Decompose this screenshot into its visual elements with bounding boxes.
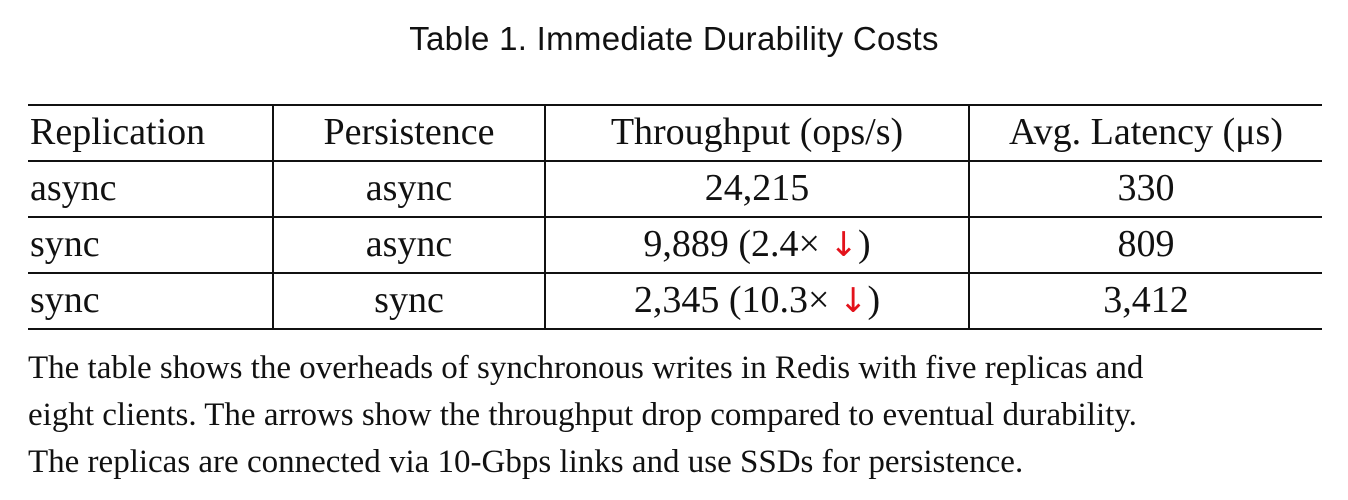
table-row: sync async 9,889 (2.4× ↓) 809	[28, 217, 1322, 274]
cell-throughput: 9,889 (2.4× ↓)	[545, 217, 970, 274]
cell-replication: async	[28, 161, 274, 218]
cell-throughput: 2,345 (10.3× ↓)	[545, 273, 970, 330]
notes-line: eight clients. The arrows show the throu…	[28, 397, 1137, 433]
cell-replication: sync	[28, 217, 274, 274]
notes-line: The replicas are connected via 10-Gbps l…	[28, 444, 1024, 480]
cell-persistence: async	[273, 161, 546, 218]
cell-latency: 809	[969, 217, 1322, 274]
throughput-close-paren: )	[867, 279, 881, 322]
throughput-value: 9,889 (2.4×	[643, 223, 820, 266]
cell-replication: sync	[28, 273, 274, 330]
table-notes: The table shows the overheads of synchro…	[28, 345, 1328, 486]
header-latency: Avg. Latency (μs)	[969, 104, 1322, 162]
table-row: async async 24,215 330	[28, 161, 1322, 218]
cell-persistence: sync	[273, 273, 546, 330]
header-throughput: Throughput (ops/s)	[545, 104, 970, 162]
table-row: sync sync 2,345 (10.3× ↓) 3,412	[28, 273, 1322, 330]
table-caption-title: Table 1. Immediate Durability Costs	[409, 20, 939, 57]
down-arrow-icon: ↓	[838, 281, 868, 322]
down-arrow-icon: ↓	[829, 225, 858, 266]
cell-throughput: 24,215	[545, 161, 970, 218]
table-header-row: Replication Persistence Throughput (ops/…	[28, 104, 1322, 162]
throughput-value: 2,345 (10.3×	[633, 279, 830, 322]
header-replication: Replication	[28, 104, 274, 162]
throughput-close-paren: )	[857, 223, 871, 266]
cell-latency: 3,412	[969, 273, 1322, 330]
cell-persistence: async	[273, 217, 546, 274]
notes-line: The table shows the overheads of synchro…	[28, 350, 1144, 386]
header-persistence: Persistence	[273, 104, 546, 162]
durability-costs-table: Replication Persistence Throughput (ops/…	[28, 104, 1322, 330]
cell-latency: 330	[969, 161, 1322, 218]
throughput-value: 24,215	[704, 167, 810, 210]
